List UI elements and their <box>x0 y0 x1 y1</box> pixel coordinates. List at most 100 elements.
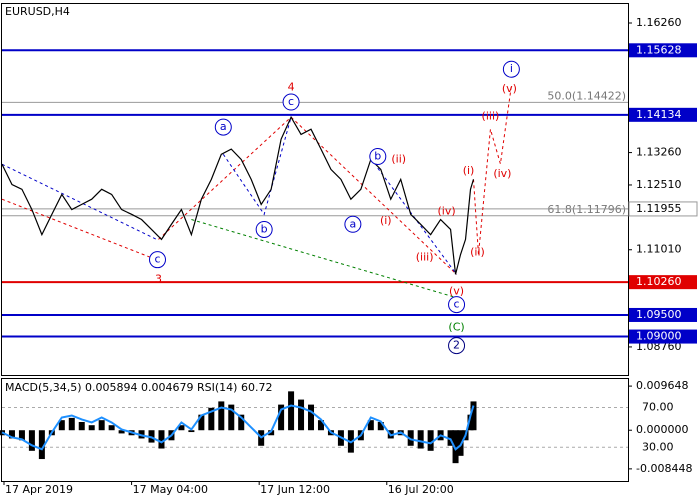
level-label: 1.09000 <box>636 330 682 343</box>
level-label-box <box>629 307 697 322</box>
macd-bar <box>377 421 384 431</box>
price-panel <box>1 3 629 376</box>
chart-title: EURUSD,H4 <box>5 5 70 18</box>
wave-line <box>1 198 157 261</box>
y-tick-label: 1.11010 <box>636 243 682 256</box>
wave-label: 2 <box>453 339 460 352</box>
wave-circle <box>344 215 362 233</box>
macd-bar <box>178 425 185 431</box>
wave-circle <box>448 296 466 314</box>
wave-line <box>472 85 512 255</box>
macd-bar <box>470 401 477 431</box>
wave-circle <box>255 220 273 238</box>
level-label: 1.15628 <box>636 43 682 56</box>
macd-bar <box>158 430 165 449</box>
level-label-box <box>629 329 697 344</box>
wave-label: (ii) <box>391 152 406 165</box>
level-label: 1.10260 <box>636 275 682 288</box>
level-label: 1.14134 <box>636 108 682 121</box>
macd-bar <box>88 425 95 431</box>
y-tick-label: -0.008448 <box>636 462 692 475</box>
wave-circle <box>448 337 466 355</box>
wave-label: c <box>154 253 160 266</box>
macd-bar <box>108 425 115 431</box>
macd-bar <box>218 401 225 431</box>
y-tick-label: 0.000000 <box>636 423 689 436</box>
y2-tick-label: 30.00 <box>642 440 674 453</box>
macd-bar <box>268 430 275 436</box>
macd-bar <box>452 430 459 464</box>
wave-label: (i) <box>463 164 475 177</box>
wave-label: i <box>510 62 513 75</box>
macd-bar <box>308 404 315 431</box>
wave-label: (v) <box>502 82 517 95</box>
wave-circle <box>149 251 167 269</box>
macd-bar <box>228 404 235 431</box>
wave-label: (i) <box>380 214 392 227</box>
level-label-box <box>629 107 697 122</box>
wave-label: (v) <box>449 285 464 298</box>
macd-bar <box>427 430 434 451</box>
macd-bar <box>208 407 215 431</box>
wave-line <box>158 116 292 240</box>
macd-bar <box>447 430 454 446</box>
macd-bar <box>18 430 25 441</box>
wave-label: c <box>288 95 294 108</box>
y2-tick-label: 70.00 <box>642 401 674 414</box>
y-tick-label: 1.16260 <box>636 16 682 29</box>
wave-line <box>222 117 292 216</box>
macd-bar <box>188 430 195 433</box>
wave-circle <box>214 118 232 136</box>
wave-label: 3 <box>155 273 162 286</box>
macd-bar <box>198 414 205 431</box>
wave-line <box>1 163 157 240</box>
level-label-box <box>629 43 697 58</box>
wave-label: b <box>261 222 268 235</box>
x-tick-label: 17 Apr 2019 <box>5 483 73 496</box>
wave-label: 4 <box>288 80 295 93</box>
wave-label: (C) <box>448 320 464 333</box>
x-tick-label: 16 Jul 20:00 <box>388 483 454 496</box>
wave-label: (iv) <box>438 204 456 217</box>
wave-label: (iii) <box>416 251 434 264</box>
fibo-label: 50.0(1.14422) <box>547 89 626 102</box>
y-tick-label: 1.12510 <box>636 178 682 191</box>
wave-label: a <box>220 120 227 133</box>
x-tick-label: 17 Jun 12:00 <box>260 483 330 496</box>
y-tick-label: 1.13260 <box>636 146 682 159</box>
wave-line <box>191 219 457 299</box>
wave-circle <box>502 60 520 78</box>
y-tick-label: 0.009648 <box>636 379 689 392</box>
level-label-box <box>629 275 697 290</box>
macd-bar <box>28 430 35 451</box>
macd-bar <box>298 399 305 431</box>
macd-bar <box>38 430 45 460</box>
wave-label: b <box>374 149 381 162</box>
macd-bar <box>367 420 374 431</box>
macd-bar <box>417 430 424 449</box>
macd-bar <box>8 430 15 439</box>
x-tick-label: 17 May 04:00 <box>133 483 208 496</box>
wave-circle <box>369 147 387 165</box>
rsi-line <box>1 404 475 451</box>
macd-bar <box>238 414 245 431</box>
macd-bar <box>278 404 285 431</box>
wave-label: a <box>350 217 357 230</box>
price-label: 1.11955 <box>636 202 682 215</box>
price-label-box <box>628 201 698 217</box>
macd-bar <box>317 420 324 431</box>
indicator-title: MACD(5,34,5) 0.005894 0.004679 RSI(14) 6… <box>5 381 272 394</box>
wave-label: c <box>454 298 460 311</box>
macd-bar <box>58 420 65 431</box>
wave-circle <box>282 93 300 111</box>
macd-bar <box>288 391 295 431</box>
price-line-series <box>1 115 475 275</box>
wave-label: (iv) <box>493 167 511 180</box>
macd-bar <box>407 430 414 446</box>
macd-bar <box>118 430 125 434</box>
macd-bar <box>98 420 105 431</box>
wave-label: (ii) <box>470 245 485 258</box>
macd-bar <box>78 421 85 431</box>
